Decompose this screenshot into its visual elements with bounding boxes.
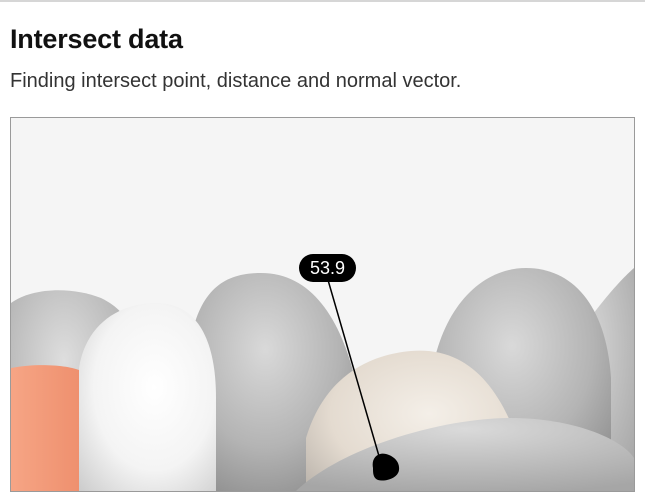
page-title: Intersect data bbox=[10, 24, 183, 54]
distance-label: 53.9 bbox=[299, 254, 356, 282]
distance-label-pill bbox=[299, 254, 356, 282]
normal-vector-line bbox=[327, 279, 382, 464]
mesh-orange-object[interactable] bbox=[11, 365, 86, 491]
mesh-hill-white[interactable] bbox=[79, 303, 216, 491]
page-subtitle: Finding intersect point, distance and no… bbox=[10, 70, 462, 92]
top-divider bbox=[0, 0, 645, 2]
intersection-point-marker[interactable] bbox=[372, 453, 400, 481]
3d-viewport-canvas[interactable]: 53.9 bbox=[10, 117, 635, 492]
scene-render[interactable]: 53.9 bbox=[11, 118, 634, 491]
distance-label-text: 53.9 bbox=[310, 258, 345, 278]
